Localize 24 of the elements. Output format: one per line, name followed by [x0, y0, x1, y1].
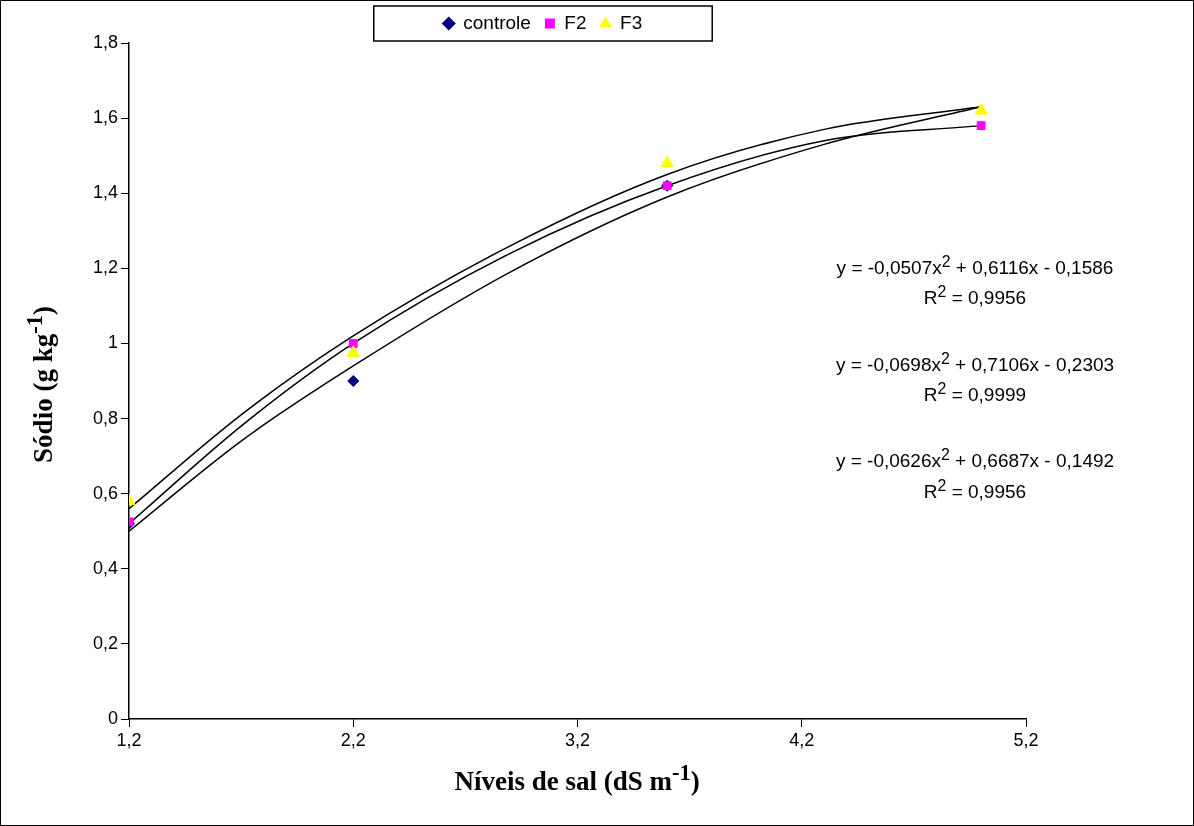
y-tick-label: 1,6 — [92, 107, 118, 128]
x-tick-label: 5,2 — [1013, 729, 1039, 750]
annotation: R$^{2}$ = 0,9999 — [922, 379, 1028, 408]
y-tick-label: 1,2 — [92, 257, 118, 278]
x-tick-label: 2,2 — [340, 729, 366, 750]
annotation: y = -0,0626x$^{2}$ + 0,6687x - 0,1492 — [834, 445, 1116, 474]
legend-label: F2 — [564, 11, 587, 33]
annotation: R$^{2}$ = 0,9956 — [922, 282, 1028, 311]
y-tick-label: 0,2 — [92, 632, 118, 653]
x-tick-label: 3,2 — [564, 729, 591, 750]
y-tick-label: 0 — [107, 707, 118, 728]
y-tick-label: 1,4 — [92, 182, 118, 203]
annotation: y = -0,0698x$^{2}$ + 0,7106x - 0,2303 — [834, 348, 1116, 377]
y-tick-label: 1,8 — [92, 31, 118, 52]
x-tick-label: 4,2 — [789, 729, 815, 750]
y-tick-label: 0,8 — [92, 407, 118, 428]
annotation: R$^{2}$ = 0,9956 — [922, 475, 1028, 504]
annotation: y = -0,0507x$^{2}$ + 0,6116x - 0,1586 — [835, 252, 1115, 281]
y-tick-label: 1 — [107, 332, 118, 353]
y-tick-label: 0,4 — [92, 557, 118, 578]
x-axis-title: Níveis de sal (dS m$^{-1}$) — [454, 760, 700, 797]
legend-label: controle — [463, 11, 531, 33]
y-tick-label: 0,6 — [92, 482, 118, 503]
legend-label: F3 — [620, 11, 643, 33]
